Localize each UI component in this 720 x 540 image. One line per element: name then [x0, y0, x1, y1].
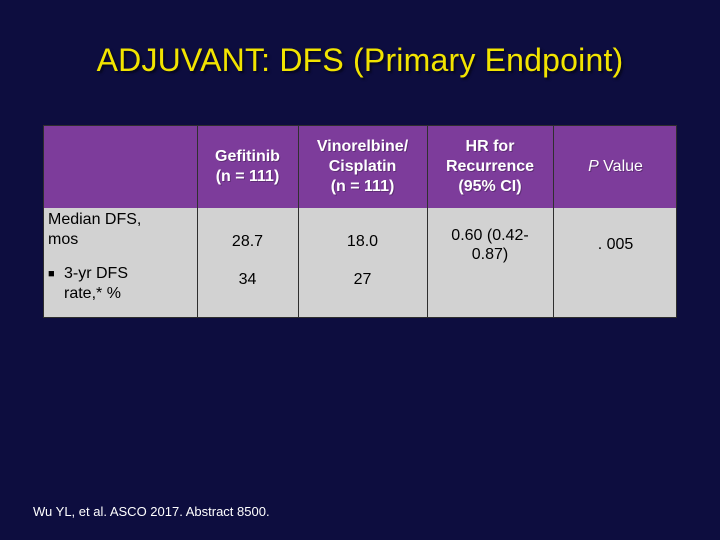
column-divider	[298, 126, 299, 317]
3yr-dfs-vinorelbine-cisplatin: 27	[353, 271, 372, 288]
slide-title: ADJUVANT: DFS (Primary Endpoint)	[96, 42, 624, 78]
results-table: Gefitinib (n = 111) Vinorelbine/ Cisplat…	[43, 125, 677, 318]
table-header-row	[44, 126, 676, 208]
column-divider	[427, 126, 428, 317]
median-dfs-gefitinib: 28.7	[231, 233, 264, 250]
row-label-3yr-dfs: ■ 3-yr DFS rate,* %	[48, 264, 198, 304]
median-dfs-hr: 0.60 (0.42- 0.87)	[451, 226, 529, 263]
column-divider	[553, 126, 554, 317]
header-blank	[44, 126, 197, 208]
3yr-dfs-gefitinib: 34	[238, 271, 257, 288]
citation-footer: Wu YL, et al. ASCO 2017. Abstract 8500.	[33, 504, 270, 519]
header-vinorelbine-cisplatin: Vinorelbine/ Cisplatin (n = 111)	[316, 138, 409, 195]
row-label-3yr-dfs-text: 3-yr DFS rate,* %	[64, 265, 128, 302]
square-bullet-icon: ■	[48, 268, 55, 280]
p-value-text: Value	[598, 158, 643, 175]
median-dfs-vinorelbine-cisplatin: 18.0	[346, 233, 379, 250]
row-label-median-dfs: Median DFS, mos	[48, 211, 142, 248]
p-value-italic: P	[588, 158, 599, 175]
median-dfs-p-value: . 005	[597, 236, 634, 253]
header-gefitinib: Gefitinib (n = 111)	[215, 148, 280, 185]
header-p-value: P Value	[553, 126, 678, 208]
column-divider	[197, 126, 198, 317]
header-hr-recurrence: HR for Recurrence (95% CI)	[445, 138, 535, 195]
